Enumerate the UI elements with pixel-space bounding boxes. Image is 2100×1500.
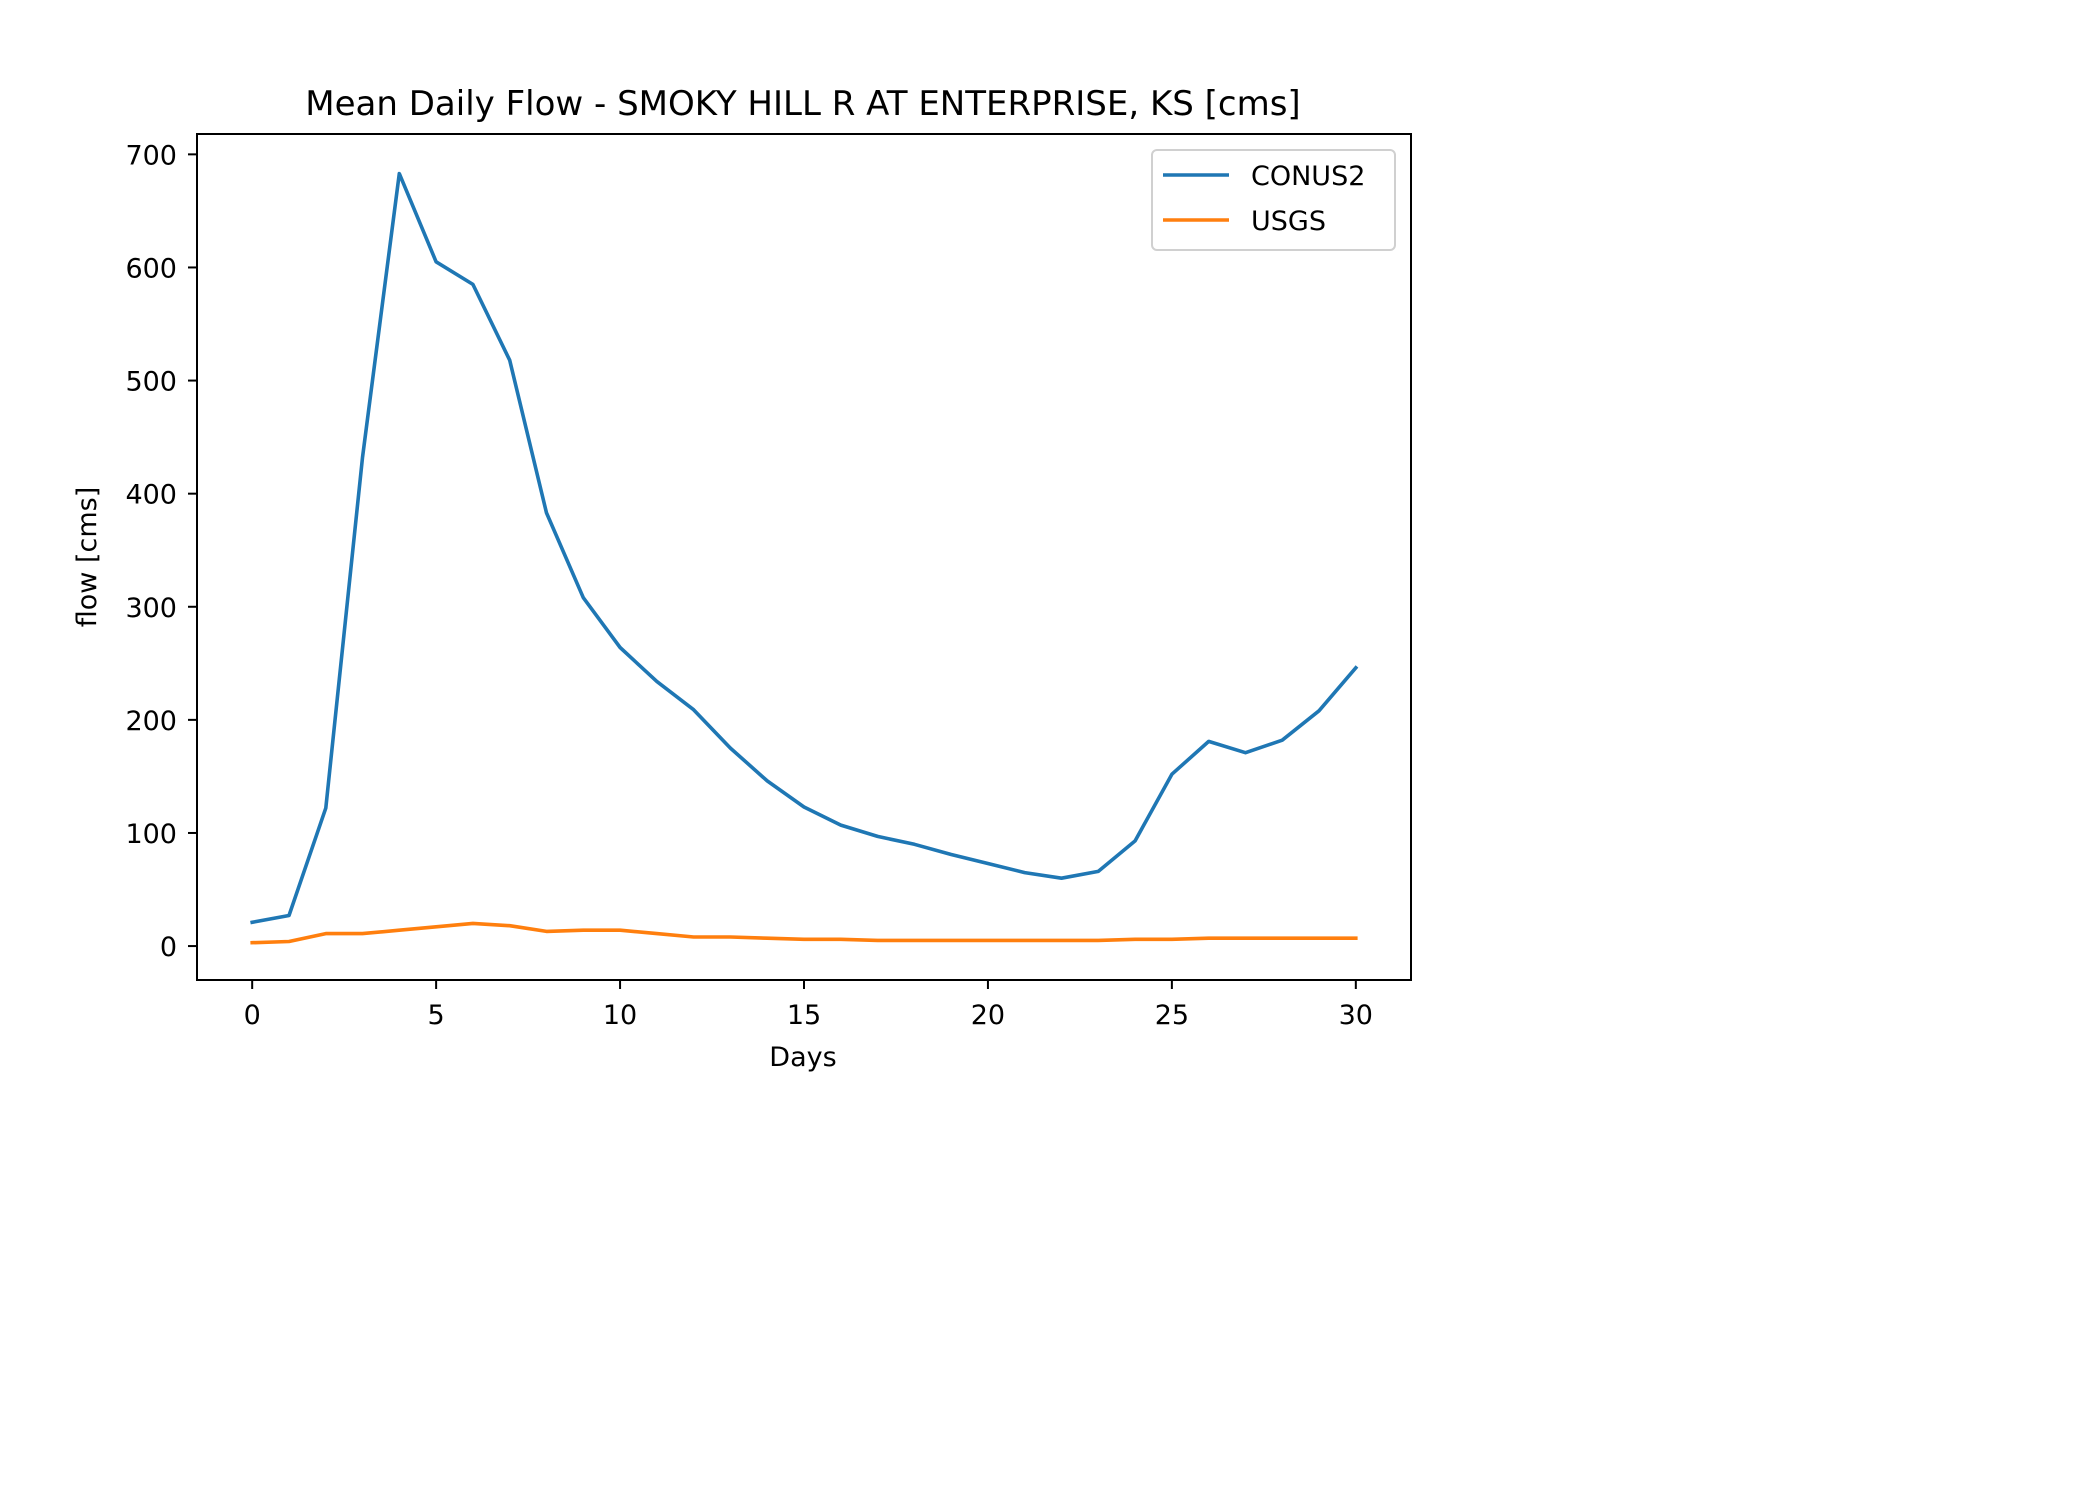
y-tick-label: 300 xyxy=(125,593,177,624)
y-tick-label: 0 xyxy=(160,932,177,963)
x-tick-label: 25 xyxy=(1155,1000,1189,1031)
y-tick-label: 400 xyxy=(125,480,177,511)
y-tick-label: 600 xyxy=(125,253,177,284)
x-axis-label: Days xyxy=(769,1042,836,1073)
line-chart: Mean Daily Flow - SMOKY HILL R AT ENTERP… xyxy=(72,84,1412,1073)
legend-label-usgs: USGS xyxy=(1251,206,1326,237)
y-tick-label: 100 xyxy=(125,819,177,850)
x-tick-label: 15 xyxy=(787,1000,821,1031)
x-tick-label: 10 xyxy=(603,1000,637,1031)
plot-area xyxy=(250,171,1359,945)
x-tick-label: 30 xyxy=(1339,1000,1373,1031)
y-tick-label: 200 xyxy=(125,706,177,737)
y-tick-label: 700 xyxy=(125,140,177,171)
x-tick-label: 0 xyxy=(244,1000,261,1031)
y-axis-label: flow [cms] xyxy=(72,487,103,627)
legend: CONUS2 USGS xyxy=(1151,149,1396,251)
series-line-usgs xyxy=(250,921,1358,945)
plot-frame xyxy=(196,133,1412,981)
x-tick-label: 20 xyxy=(971,1000,1005,1031)
chart-figure: Mean Daily Flow - SMOKY HILL R AT ENTERP… xyxy=(72,84,1412,1073)
y-tick-label: 500 xyxy=(125,367,177,398)
x-tick-label: 5 xyxy=(428,1000,445,1031)
series-line-conus2 xyxy=(250,171,1359,925)
legend-label-conus2: CONUS2 xyxy=(1251,161,1365,192)
chart-title: Mean Daily Flow - SMOKY HILL R AT ENTERP… xyxy=(305,84,1300,124)
